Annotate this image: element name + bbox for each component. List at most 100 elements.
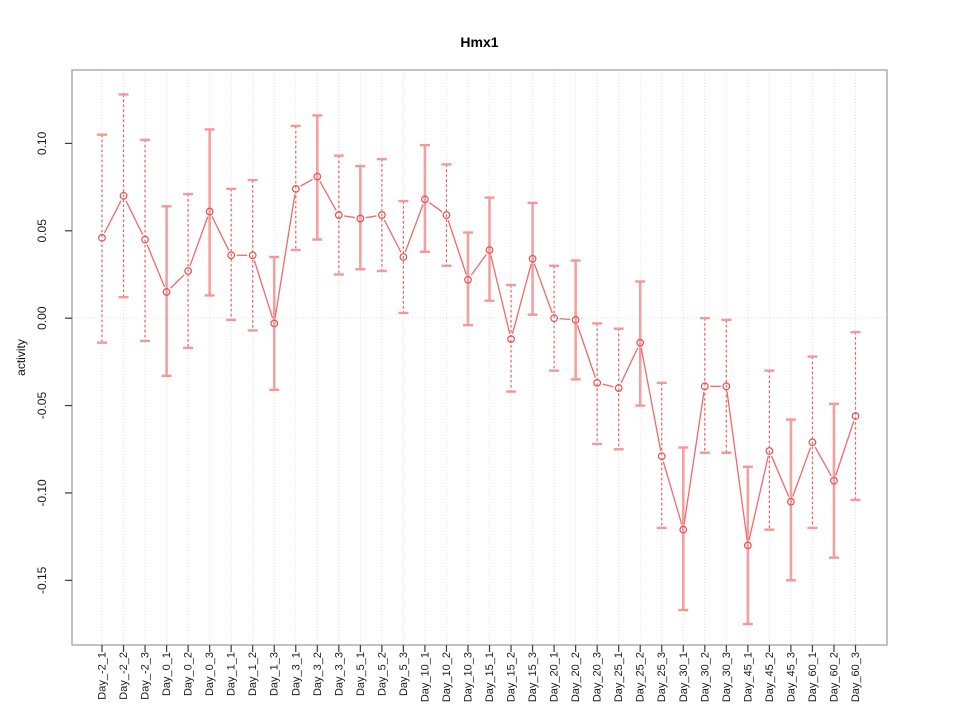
- x-tick-label: Day_5_2: [376, 652, 388, 696]
- data-point: [614, 384, 623, 392]
- connector-line: [103, 200, 122, 234]
- connector-line: [189, 216, 209, 267]
- x-tick-label: Day_30_1: [678, 652, 690, 702]
- data-point: [485, 246, 494, 254]
- x-tick-label: Day_15_1: [484, 652, 496, 702]
- connector-line: [404, 204, 424, 253]
- connector-line: [383, 219, 402, 253]
- data-point: [722, 382, 731, 391]
- x-tick-label: Day_15_3: [527, 652, 539, 702]
- x-tick-label: Day_-2_3: [140, 652, 152, 700]
- x-tick-label: Day_60_2: [828, 652, 840, 702]
- data-point: [593, 378, 602, 387]
- data-point: [787, 497, 795, 506]
- x-tick-label: Day_5_3: [398, 652, 410, 696]
- data-point: [571, 316, 580, 324]
- plot-box: [71, 69, 888, 646]
- y-tick-label: 0.00: [35, 306, 49, 330]
- x-tick-label: Day_3_1: [290, 652, 302, 696]
- x-tick-label: Day_3_2: [312, 652, 324, 696]
- connector-line: [344, 215, 356, 219]
- x-tick-label: Day_-2_1: [97, 652, 109, 700]
- x-tick-label: Day_20_3: [592, 652, 604, 702]
- connector-line: [683, 391, 705, 525]
- connector-line: [792, 447, 812, 497]
- x-tick-label: Day_0_2: [183, 652, 195, 696]
- data-point: [334, 211, 343, 219]
- x-tick-label: Day_-2_2: [118, 652, 130, 700]
- x-tick-label: Day_20_2: [570, 652, 582, 702]
- connector-line: [125, 200, 144, 235]
- data-point: [227, 251, 236, 260]
- connector-line: [640, 347, 662, 451]
- x-tick-label: Day_25_2: [635, 652, 647, 702]
- connector-line: [620, 347, 639, 384]
- data-point: [507, 335, 515, 344]
- data-point: [808, 438, 817, 447]
- x-tick-label: Day_5_1: [355, 652, 367, 696]
- connector-line: [211, 216, 230, 251]
- x-tick-label: Day_30_3: [721, 652, 733, 702]
- x-tick-label: Day_60_3: [850, 652, 862, 702]
- chart-title: Hmx1: [460, 34, 498, 50]
- connector-line: [511, 263, 532, 335]
- data-point: [442, 211, 451, 219]
- data-point: [765, 447, 774, 455]
- data-point: [550, 314, 558, 323]
- connector-line: [300, 178, 313, 187]
- data-point: [141, 235, 149, 244]
- x-tick-label: Day_10_1: [419, 652, 431, 702]
- connector-line: [170, 274, 185, 289]
- connector-line: [533, 263, 553, 314]
- connector-line: [576, 324, 596, 378]
- x-tick-label: Day_1_1: [226, 652, 238, 696]
- data-point: [119, 191, 128, 200]
- connector-line: [447, 220, 467, 275]
- data-point: [291, 184, 300, 193]
- y-tick-label: 0.10: [35, 131, 49, 155]
- connector-line: [770, 455, 790, 497]
- data-point: [270, 319, 279, 328]
- data-point: [377, 211, 386, 219]
- connector-line: [470, 254, 487, 276]
- connector-line: [428, 202, 443, 213]
- plot-area: 0.10 0.05 0.00 -0.05 -0.10 -0.15 Day_-2_1 Day_-…: [35, 69, 888, 702]
- x-tick-label: Day_30_2: [699, 652, 711, 702]
- x-tick-label: Day_10_3: [462, 652, 474, 702]
- data-point: [248, 251, 257, 260]
- data-point: [636, 338, 645, 347]
- x-tick-label: Day_60_1: [807, 652, 819, 702]
- y-tick-label: -0.05: [35, 392, 49, 420]
- connector-line: [814, 446, 832, 477]
- data-point: [657, 452, 666, 461]
- data-point: [356, 214, 365, 223]
- x-tick-label: Day_3_3: [333, 652, 345, 696]
- x-tick-label: Day_25_3: [656, 652, 668, 702]
- x-tick-label: Day_0_1: [161, 652, 173, 696]
- data-point: [830, 476, 838, 485]
- data-point: [98, 233, 106, 242]
- x-tick-label: Day_1_2: [247, 652, 259, 696]
- connector-line: [274, 194, 296, 319]
- data-point: [313, 172, 322, 181]
- data-point: [464, 275, 472, 284]
- connector-line: [490, 255, 511, 334]
- data-point: [184, 267, 193, 275]
- x-tick-label: Day_0_3: [204, 652, 216, 696]
- connector-line: [146, 244, 166, 288]
- y-tick-label: -0.15: [35, 566, 49, 594]
- data-point: [421, 195, 429, 204]
- connector-line: [835, 421, 855, 476]
- data-point: [679, 525, 688, 534]
- data-point: [528, 254, 537, 263]
- connector-line: [726, 391, 748, 541]
- y-tick-label: -0.10: [35, 479, 49, 507]
- x-tick-label: Day_45_2: [764, 652, 776, 702]
- connector-line: [602, 383, 614, 388]
- data-point: [205, 207, 214, 216]
- x-tick-label: Day_15_2: [506, 652, 518, 702]
- data-point: [851, 412, 860, 420]
- x-tick-label: Day_45_1: [742, 652, 754, 702]
